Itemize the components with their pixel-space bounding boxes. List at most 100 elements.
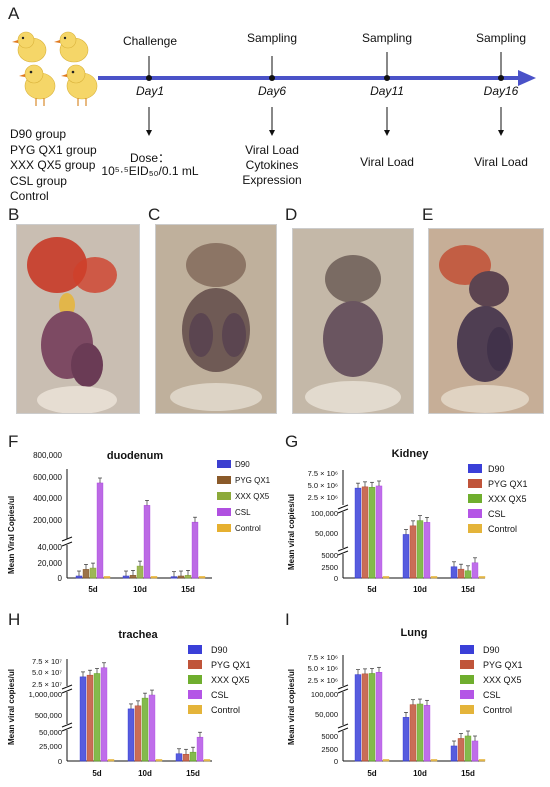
chart-i-ytick: 7.5 × 10⁶ [308, 653, 338, 662]
chart-i-xticks: 5d 10d 15d [367, 769, 475, 778]
chart-i-bar-5d-d90 [354, 674, 362, 762]
chart-f-xtick: 10d [133, 585, 147, 594]
timeline-bottom-2-line-3: Expression [242, 173, 302, 187]
chart-h-xtick: 15d [186, 769, 200, 778]
chart-h-xtick: 5d [92, 769, 101, 778]
chart-g-bar-10d-xxx-qx5 [416, 520, 424, 579]
timeline-top-2: Sampling [246, 31, 298, 45]
chart-f-bar-10d-d90 [122, 575, 130, 579]
chart-i-xtick: 10d [413, 769, 427, 778]
chart-i-legend-label: D90 [483, 645, 500, 655]
chart-h-ytick: 50,000 [39, 728, 62, 737]
chart-g-legend-label: D90 [488, 464, 505, 474]
chart-g-bar-15d-control [478, 576, 486, 579]
chart-h-ytick: 7.5 × 10⁷ [32, 657, 62, 666]
chart-h-bar-5d-pyg-qx1 [86, 674, 94, 762]
timeline-bottom-2-line-1: Viral Load [245, 143, 299, 157]
necropsy-photo-b [16, 224, 140, 414]
chart-g-kidney: Kidney Mean viral copies/ul 0 2500 5000 … [287, 448, 528, 594]
chart-i-bar-10d-d90 [402, 717, 410, 762]
chart-g-bar-10d-pyg-qx1 [409, 525, 417, 579]
timeline-day-2: Day6 [257, 84, 286, 98]
chart-f-bar-5d-csl [96, 482, 104, 579]
chart-f-bar-5d-d90 [75, 575, 83, 579]
chart-i-bar-5d-pyg-qx1 [361, 673, 369, 762]
chart-h-ylabel: Mean viral copies/ul [7, 669, 16, 745]
panel-letter-f: F [8, 432, 19, 451]
chart-f-ylabel: Mean Viral Copies/ul [7, 496, 16, 574]
timeline-bottom-3-line-1: Viral Load [360, 155, 414, 169]
group-list: D90 group PYG QX1 group XXX QX5 group CS… [10, 127, 97, 205]
panel-letter-c: C [148, 205, 161, 224]
chart-i-bar-5d-xxx-qx5 [368, 673, 376, 762]
chart-f-ytick: 0 [58, 574, 63, 583]
chart-g-bar-10d-csl [423, 522, 431, 579]
chart-f-bar-10d-xxx-qx5 [136, 565, 144, 579]
chart-f-bar-15d-control [198, 576, 206, 579]
chart-i-bar-15d-pyg-qx1 [457, 738, 465, 762]
chart-h-legend-label: PYG QX1 [211, 660, 251, 670]
chart-h-legend-label: D90 [211, 645, 228, 655]
chart-g-bars [354, 480, 486, 579]
chart-i-bar-10d-csl [423, 705, 431, 762]
chart-g-bar-5d-d90 [354, 487, 362, 579]
chart-f-xticks: 5d 10d 15d [88, 585, 195, 594]
chart-h-ytick: 25,000 [39, 742, 62, 751]
chart-i-ytick: 5000 [321, 732, 338, 741]
chart-i-bar-15d-control [478, 759, 486, 762]
chart-h-trachea: trachea Mean viral copies/ul 0 25,000 50… [7, 629, 251, 778]
chart-i-title: Lung [401, 627, 428, 639]
chart-i-xtick: 15d [461, 769, 475, 778]
chart-i-ylabel: Mean viral copies/ul [287, 669, 296, 745]
chart-g-bar-5d-control [382, 576, 390, 579]
chart-i-bar-10d-control [430, 759, 438, 762]
chart-f-xtick: 5d [88, 585, 97, 594]
chart-h-bar-15d-d90 [175, 753, 183, 762]
chart-f-bar-15d-csl [191, 521, 199, 579]
chart-h-bar-10d-pyg-qx1 [134, 705, 142, 762]
chart-g-ytick: 2.5 × 10⁶ [308, 493, 338, 502]
chart-g-ylabel: Mean viral copies/ul [287, 494, 296, 570]
chart-h-bar-10d-control [155, 759, 163, 762]
chart-g-ytick: 0 [334, 574, 338, 583]
timeline-bottom-1-line-2: 10⁵·⁵EID₅₀/0.1 mL [101, 164, 199, 178]
chart-f-title: duodenum [107, 450, 163, 462]
chart-h-ytick: 1,000,000 [29, 690, 62, 699]
chart-i-legend: D90 PYG QX1 XXX QX5 CSL Control [460, 645, 523, 715]
chart-g-bar-15d-xxx-qx5 [464, 570, 472, 579]
chart-g-bar-15d-csl [471, 562, 479, 579]
chart-h-legend-label: Control [211, 705, 240, 715]
chart-f-bar-10d-pyg-qx1 [129, 575, 137, 579]
panel-letter-a: A [8, 4, 20, 23]
chart-i-ytick: 2.5 × 10⁶ [308, 676, 338, 685]
chart-i-ytick: 2500 [321, 745, 338, 754]
chart-f-legend-label: CSL [235, 508, 251, 517]
chart-g-legend-label: PYG QX1 [488, 479, 528, 489]
chart-i-bar-5d-control [382, 759, 390, 762]
chart-h-bar-5d-xxx-qx5 [93, 673, 101, 762]
timeline-day-1: Day1 [135, 84, 164, 98]
chart-f-ytick: 40,000 [38, 543, 63, 552]
chart-g-xticks: 5d 10d 15d [367, 585, 475, 594]
chart-h-bar-5d-d90 [79, 676, 87, 762]
necropsy-photo-c [155, 224, 277, 414]
chart-f-bar-15d-pyg-qx1 [177, 575, 185, 579]
chart-h-bar-5d-control [107, 759, 115, 762]
chart-i-bar-5d-csl [375, 672, 383, 762]
timeline-top-3: Sampling [361, 31, 413, 45]
chicks-illustration [12, 31, 98, 106]
panel-letter-e: E [422, 205, 434, 224]
chart-g-ytick: 5.0 × 10⁶ [308, 481, 338, 490]
chart-i-legend-label: PYG QX1 [483, 660, 523, 670]
chart-f-ytick: 800,000 [33, 451, 62, 460]
chart-g-xtick: 5d [367, 585, 376, 594]
timeline-bottom-2-line-2: Cytokines [245, 158, 299, 172]
chart-h-bar-10d-d90 [127, 708, 135, 762]
chart-i-ytick: 5.0 × 10⁶ [308, 664, 338, 673]
chart-g-title: Kidney [392, 448, 430, 460]
chart-f-legend-label: Control [235, 524, 261, 533]
chart-i-lung: Lung Mean viral copies/ul 0 2500 5000 50… [287, 627, 523, 778]
chart-i-bar-15d-xxx-qx5 [464, 735, 472, 762]
chart-i-yticks: 0 2500 5000 50,000 100,000 2.5 × 10⁶ 5.0… [308, 653, 338, 766]
chart-g-bar-10d-d90 [402, 534, 410, 579]
